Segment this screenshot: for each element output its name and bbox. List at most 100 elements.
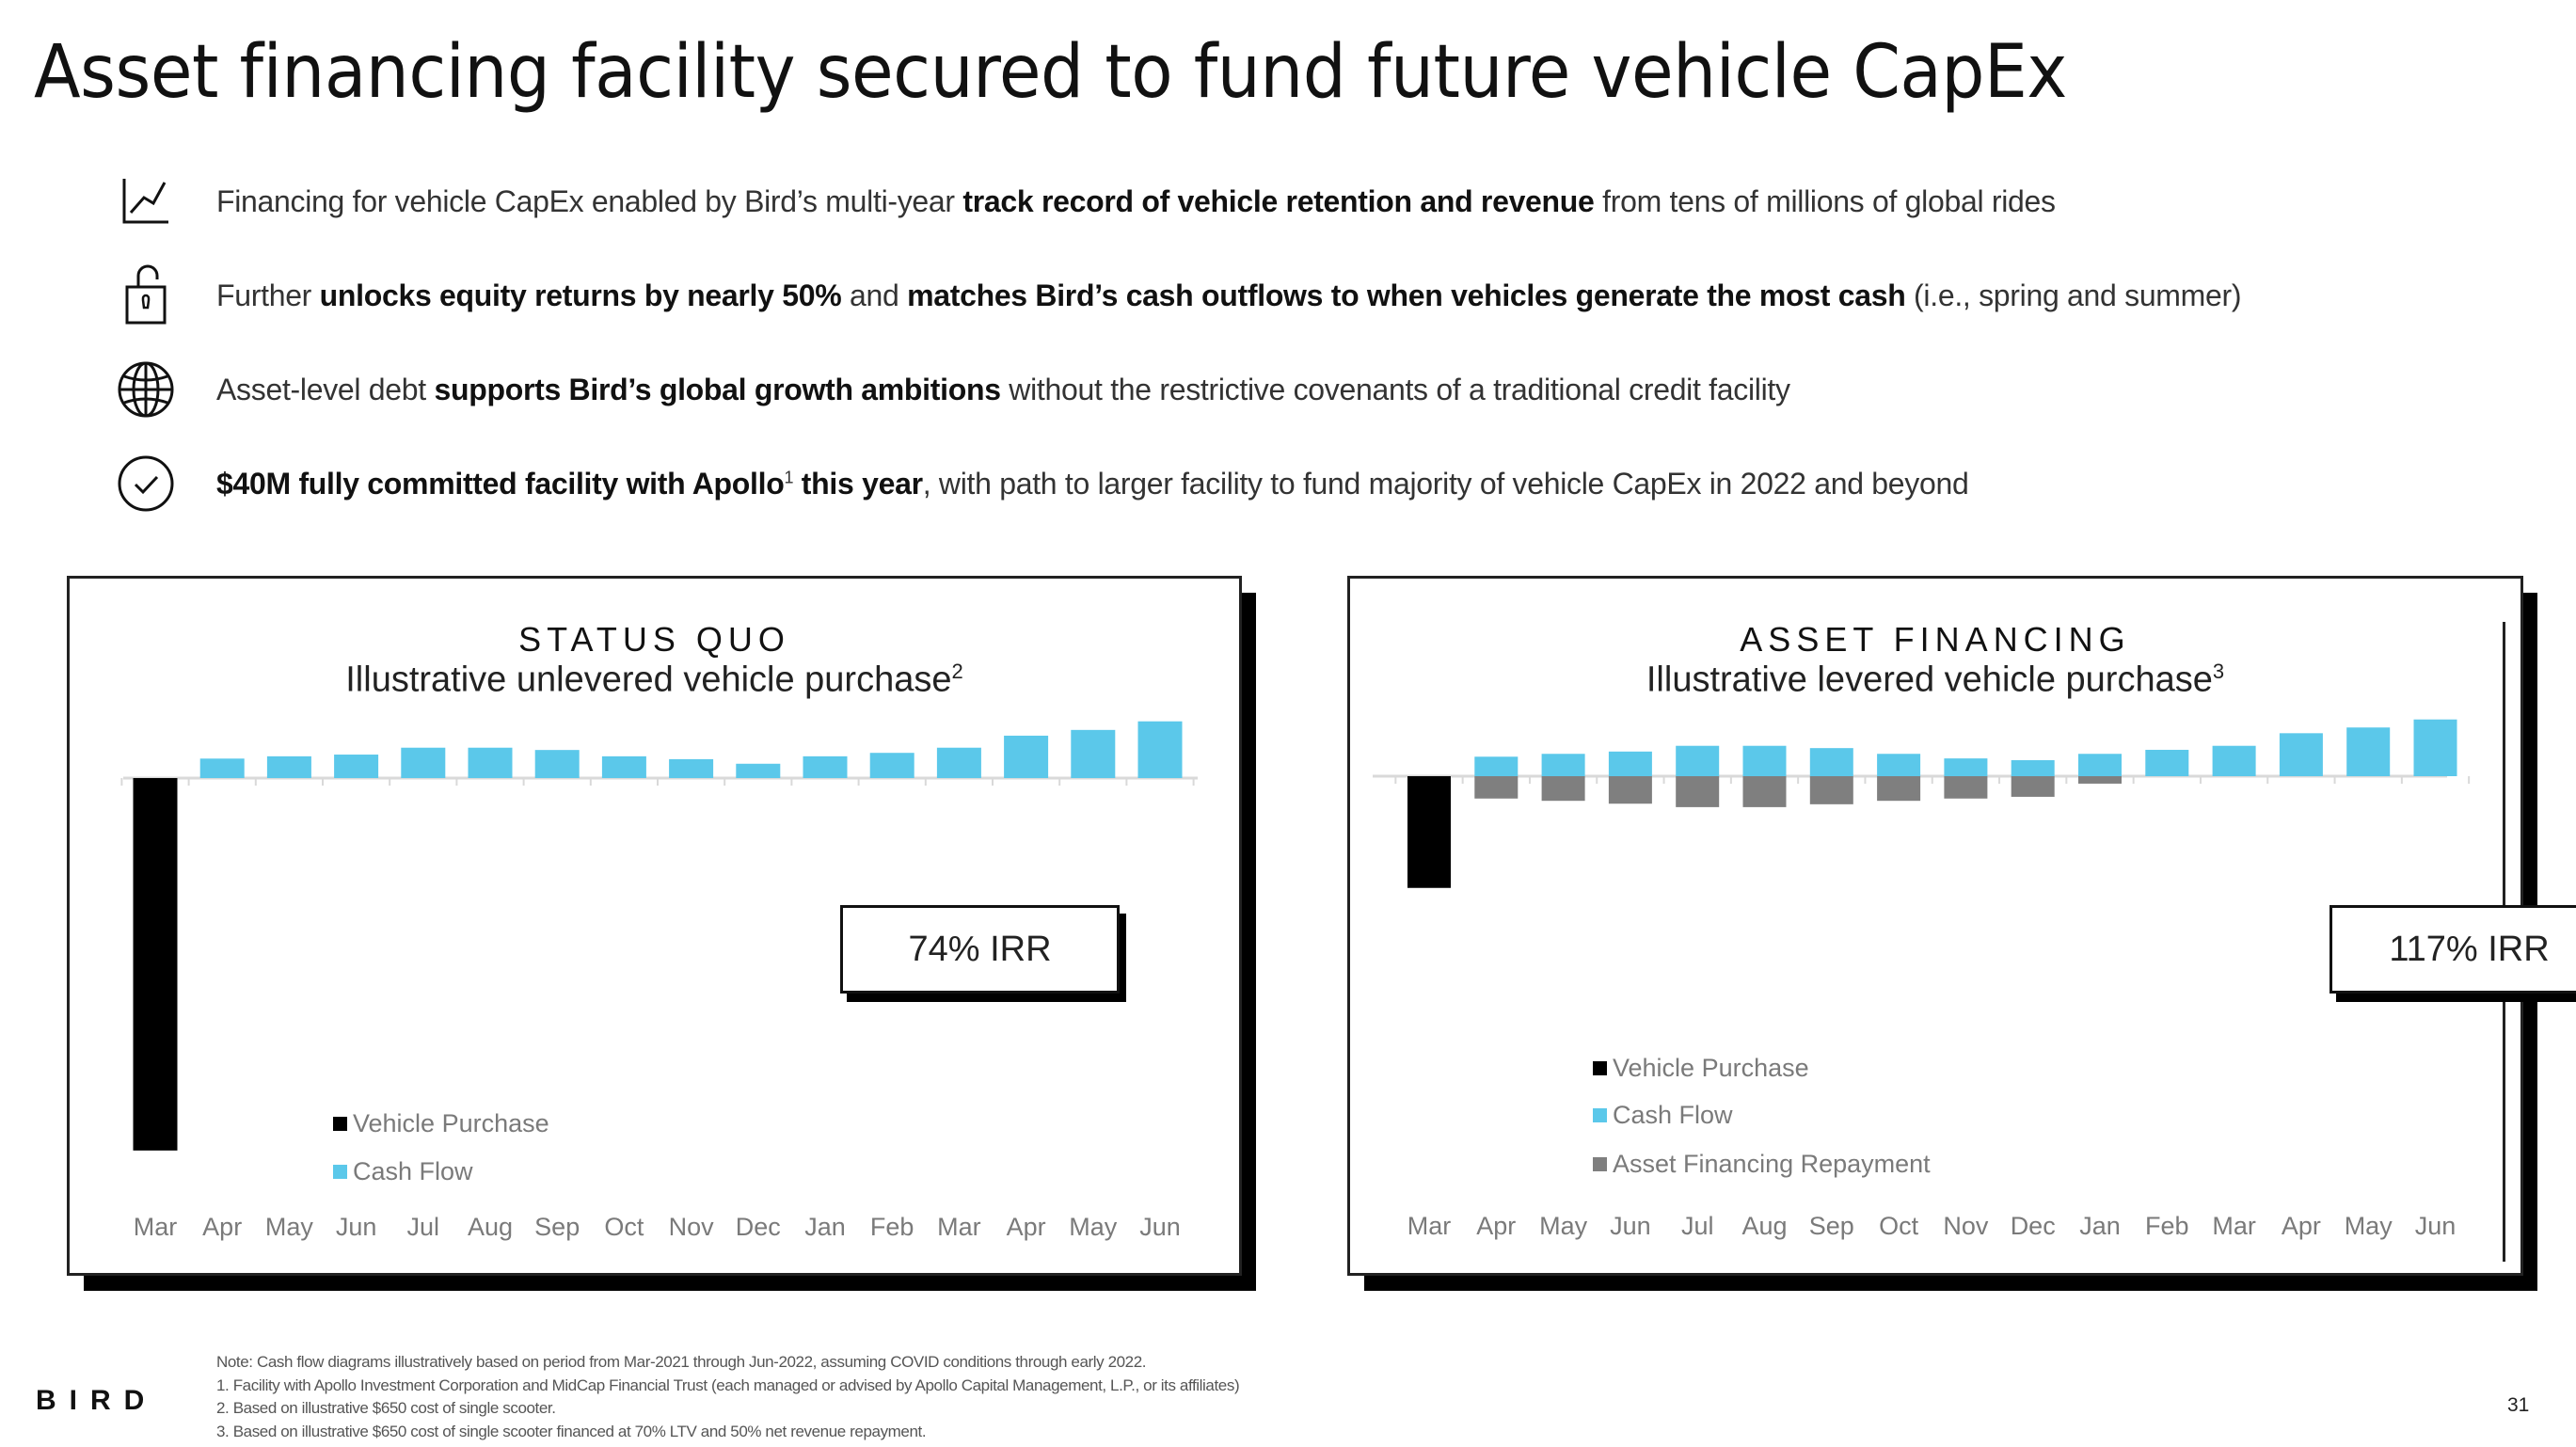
footnote-3: 3. Based on illustrative $650 cost of si…	[216, 1422, 927, 1440]
x-tick-label: Jun	[2415, 1212, 2457, 1240]
check-circle-icon	[113, 451, 179, 517]
bullet-bold-text: 1	[784, 467, 794, 486]
x-tick-label: Feb	[2145, 1212, 2189, 1240]
x-tick-label: May	[1539, 1212, 1588, 1240]
x-tick-label: Oct	[604, 1213, 644, 1241]
legend-swatch	[1593, 1061, 1607, 1075]
bar-cash-flow	[1877, 754, 1921, 776]
chart-title: STATUS QUO	[518, 620, 790, 659]
legend-label: Asset Financing Repayment	[1613, 1150, 1931, 1178]
bullet-plain-text: Asset-level debt	[216, 372, 435, 406]
x-tick-label: May	[265, 1213, 314, 1241]
bar-asset-financing-repayment	[2011, 776, 2055, 797]
x-tick-label: Jan	[804, 1213, 846, 1241]
legend-vehicle-purchase: Vehicle Purchase	[333, 1109, 549, 1138]
x-tick-label: Nov	[1943, 1212, 1989, 1240]
legend-cash-flow: Cash Flow	[333, 1157, 473, 1186]
bar-asset-financing-repayment	[1742, 776, 1787, 807]
bar-asset-financing-repayment	[1944, 776, 1988, 799]
x-tick-label: Jun	[336, 1213, 377, 1241]
x-tick-label: Mar	[134, 1213, 178, 1241]
bar-cash-flow	[1608, 751, 1652, 776]
x-tick-label: Dec	[736, 1213, 781, 1241]
line-chart-icon	[113, 168, 179, 234]
bullet-plain-text: Financing for vehicle CapEx enabled by B…	[216, 183, 963, 218]
panel-shadow	[84, 1273, 1256, 1291]
x-tick-label: Aug	[468, 1213, 513, 1241]
chart-subtitle-text: Illustrative unlevered vehicle purchase	[345, 660, 952, 700]
bar-asset-financing-repayment	[1676, 776, 1720, 807]
footnote-1: 1. Facility with Apollo Investment Corpo…	[216, 1375, 1240, 1394]
bullet-plain-text: from tens of millions of global rides	[1594, 183, 2056, 218]
chart-title: ASSET FINANCING	[1740, 620, 2131, 659]
bullet-bold-text: $40M fully committed facility with Apoll…	[216, 466, 785, 501]
bird-logo: BIRD	[36, 1385, 158, 1416]
bullet-plain-text: (i.e., spring and summer)	[1905, 278, 2242, 312]
bar-asset-financing-repayment	[1474, 776, 1519, 799]
bar-asset-financing-repayment	[1608, 776, 1652, 804]
bullet-text: Further unlocks equity returns by nearly…	[216, 278, 2242, 313]
bar-cash-flow	[1474, 756, 1519, 776]
bar-cash-flow	[2078, 754, 2122, 776]
bullet-item: Asset-level debt supports Bird’s global …	[113, 357, 2465, 422]
bullet-item: Financing for vehicle CapEx enabled by B…	[113, 168, 2465, 234]
bar-cash-flow	[936, 747, 981, 778]
bar-cash-flow	[1809, 748, 1853, 776]
bullet-bold-text: supports Bird’s global growth ambitions	[434, 372, 1001, 406]
footnote-ref: 2	[951, 660, 963, 683]
x-tick-label: Apr	[2282, 1212, 2321, 1240]
bar-cash-flow	[669, 758, 714, 778]
chart-subtitle: Illustrative levered vehicle purchase3	[1350, 660, 2520, 701]
chart-subtitle: Illustrative unlevered vehicle purchase2	[70, 660, 1239, 701]
unlocked-padlock-icon	[113, 262, 179, 328]
bar-asset-financing-repayment	[1541, 776, 1585, 802]
chart-subtitle-text: Illustrative levered vehicle purchase	[1646, 660, 2213, 700]
footnote-2: 2. Based on illustrative $650 cost of si…	[216, 1399, 556, 1417]
legend-swatch	[333, 1165, 347, 1179]
x-tick-label: Jan	[2079, 1212, 2121, 1240]
bar-cash-flow	[534, 750, 580, 778]
page-title: Asset financing facility secured to fund…	[34, 30, 2067, 115]
status-quo-chart: Mar Apr May Jun Jul Aug Sep Oct Nov Dec Jan Feb Mar A…	[120, 721, 1198, 1241]
legend-swatch	[1593, 1157, 1607, 1171]
bar-cash-flow	[2145, 749, 2189, 776]
asset-financing-chart: Mar Apr May Jun Jul Aug Sep Oct Nov Dec Jan Feb Mar A…	[1373, 719, 2471, 1240]
x-tick-label: Apr	[1476, 1212, 1516, 1240]
footnote-note: Note: Cash flow diagrams illustratively …	[216, 1353, 1147, 1371]
x-tick-label: May	[2345, 1212, 2393, 1240]
x-tick-label: Mar	[1407, 1212, 1452, 1240]
bullet-plain-text: , with path to larger facility to fund m…	[922, 466, 1969, 501]
bar-cash-flow	[1676, 745, 1720, 776]
x-tick-label: Jun	[1139, 1213, 1181, 1241]
x-tick-label: Aug	[1741, 1212, 1787, 1240]
legend-label: Cash Flow	[353, 1157, 473, 1185]
x-tick-label: Mar	[937, 1213, 981, 1241]
x-tick-label: Sep	[534, 1213, 580, 1241]
bar-cash-flow	[2212, 745, 2256, 776]
bar-cash-flow	[2346, 727, 2391, 776]
bar-cash-flow	[266, 755, 311, 778]
page-number: 31	[2507, 1394, 2530, 1416]
bar-cash-flow	[2279, 733, 2323, 776]
bar-vehicle-purchase	[1407, 776, 1451, 888]
bar-asset-financing-repayment	[1877, 776, 1921, 802]
x-tick-label: Jul	[1681, 1212, 1714, 1240]
bullet-text: $40M fully committed facility with Apoll…	[216, 466, 1969, 501]
x-tick-label: Apr	[1007, 1213, 1046, 1241]
footnote-ref: 3	[2212, 660, 2225, 683]
legend-label: Vehicle Purchase	[1613, 1054, 1809, 1082]
bullet-plain-text: Further	[216, 278, 320, 312]
x-tick-label: Jul	[407, 1213, 440, 1241]
bar-asset-financing-repayment	[2078, 776, 2122, 784]
x-tick-label: Dec	[2011, 1212, 2056, 1240]
bar-cash-flow	[1004, 735, 1049, 778]
bullet-text: Asset-level debt supports Bird’s global …	[216, 373, 1790, 407]
bar-cash-flow	[1541, 754, 1585, 776]
x-tick-label: Jun	[1610, 1212, 1651, 1240]
bullet-plain-text: and	[841, 278, 908, 312]
bar-cash-flow	[401, 747, 446, 778]
x-tick-label: May	[1069, 1213, 1118, 1241]
x-tick-label: Nov	[669, 1213, 715, 1241]
asset-financing-panel: ASSET FINANCING Illustrative levered veh…	[1347, 576, 2576, 1276]
legend-vehicle-purchase: Vehicle Purchase	[1593, 1054, 1809, 1083]
